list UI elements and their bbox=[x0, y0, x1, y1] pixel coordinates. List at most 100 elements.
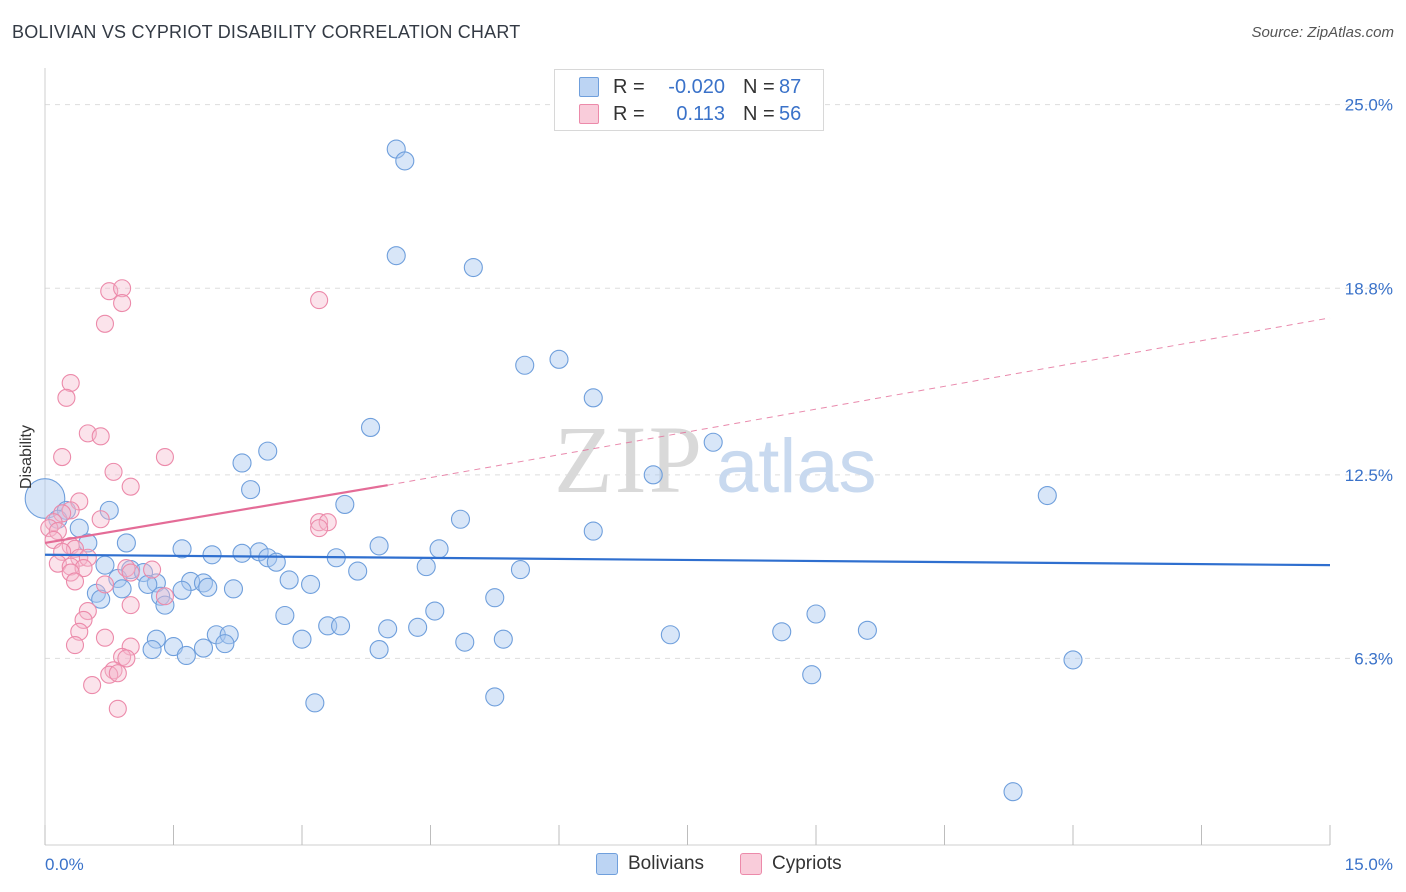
x-tick-label: 15.0% bbox=[1345, 855, 1393, 874]
cypriot-point bbox=[57, 388, 76, 407]
cypriot-point bbox=[65, 572, 85, 591]
bolivian-point bbox=[215, 634, 235, 654]
bolivian-point bbox=[1037, 486, 1057, 506]
bolivian-point bbox=[485, 687, 505, 707]
bolivian-point bbox=[450, 509, 471, 529]
bolivians-legend-swatch bbox=[596, 853, 618, 875]
bolivian-point bbox=[703, 432, 723, 452]
bolivian-point bbox=[515, 355, 535, 375]
r-label: R = bbox=[613, 75, 645, 98]
bolivian-point bbox=[275, 605, 295, 626]
bolivian-point bbox=[416, 557, 436, 577]
bolivian-point bbox=[369, 536, 389, 556]
tick-label-layer: 6.3% 12.5% 18.8% 25.0% 0.0% 15.0% bbox=[45, 96, 1393, 874]
bolivian-point bbox=[172, 539, 192, 559]
bolivian-point bbox=[172, 580, 192, 600]
bolivian-point bbox=[425, 601, 445, 621]
bolivian-point bbox=[802, 665, 822, 685]
bolivian-point bbox=[463, 257, 483, 278]
cypriot-point bbox=[143, 560, 162, 579]
bolivian-point bbox=[772, 622, 792, 642]
bolivian-point bbox=[806, 604, 826, 624]
bolivian-point bbox=[360, 417, 381, 437]
cypriot-point bbox=[78, 602, 97, 621]
cypriot-point bbox=[65, 636, 85, 655]
y-tick-label: 25.0% bbox=[1345, 96, 1393, 115]
bolivian-point bbox=[549, 349, 569, 369]
trend-layer bbox=[44, 317, 1331, 567]
cypriot-point bbox=[74, 610, 93, 629]
watermark-atlas: atlas bbox=[716, 424, 877, 509]
bolivian-point bbox=[258, 441, 278, 461]
cypriot-point bbox=[108, 664, 127, 683]
bolivian-point bbox=[232, 543, 252, 563]
cypriot-point bbox=[48, 522, 67, 541]
stats-legend: R = -0.020 N = 87 R = 0.113 N = 56 bbox=[554, 69, 824, 131]
cypriots-legend-swatch bbox=[740, 853, 762, 875]
bolivian-point bbox=[95, 555, 115, 575]
bolivian-point bbox=[151, 586, 171, 606]
cypriot-point bbox=[121, 596, 140, 615]
bolivian-point bbox=[232, 453, 252, 473]
chart-title: BOLIVIAN VS CYPRIOT DISABILITY CORRELATI… bbox=[12, 22, 521, 42]
bolivian-point bbox=[1063, 650, 1083, 670]
cypriots-trend-extension bbox=[387, 317, 1331, 486]
n-label: N = bbox=[743, 75, 775, 98]
bottom-legend-bolivians[interactable]: Bolivians bbox=[596, 852, 704, 876]
bolivian-point bbox=[219, 625, 239, 645]
y-axis-label: Disability bbox=[18, 424, 35, 490]
cypriots-r-value: 0.113 bbox=[676, 102, 725, 125]
x-tick-label: 0.0% bbox=[45, 855, 84, 874]
cypriot-point bbox=[61, 563, 80, 582]
cypriot-point bbox=[95, 575, 115, 594]
cypriot-point bbox=[310, 519, 329, 538]
bolivians-swatch bbox=[579, 77, 599, 97]
bolivian-point bbox=[378, 619, 398, 639]
cypriots-swatch bbox=[579, 104, 599, 124]
bottom-legend-cypriots[interactable]: Cypriots bbox=[740, 852, 842, 876]
bolivian-point bbox=[279, 570, 299, 590]
bolivian-point bbox=[116, 533, 136, 553]
bolivian-point bbox=[386, 246, 406, 266]
cypriot-point bbox=[70, 622, 89, 641]
bolivian-point bbox=[198, 577, 218, 597]
watermark-zip: ZIP bbox=[554, 406, 704, 513]
bolivian-point bbox=[292, 629, 312, 649]
cypriot-point bbox=[104, 462, 123, 481]
bolivian-point bbox=[455, 632, 475, 652]
bolivian-point bbox=[335, 494, 355, 514]
bolivian-point bbox=[408, 617, 428, 637]
bolivian-point bbox=[583, 521, 603, 541]
axis-layer bbox=[44, 68, 1331, 846]
bolivian-point bbox=[138, 574, 158, 594]
cypriot-point bbox=[91, 427, 110, 446]
bolivian-point bbox=[660, 625, 680, 645]
bolivian-point bbox=[643, 465, 663, 485]
cypriot-point bbox=[95, 628, 115, 647]
bolivian-point bbox=[193, 638, 214, 658]
grid-layer bbox=[45, 104, 1395, 659]
bolivian-point bbox=[348, 561, 368, 581]
bolivian-point bbox=[330, 616, 351, 636]
bolivians-trend-line bbox=[44, 553, 1331, 567]
bolivian-point bbox=[429, 539, 449, 559]
cypriot-point bbox=[113, 279, 132, 298]
bolivian-point bbox=[369, 639, 389, 660]
bolivians-legend-label: Bolivians bbox=[628, 853, 705, 874]
source-note: Source: ZipAtlas.com bbox=[1251, 24, 1394, 41]
cypriot-point bbox=[78, 548, 97, 567]
y-tick-label: 12.5% bbox=[1345, 466, 1393, 485]
bolivian-point bbox=[305, 693, 325, 713]
cypriot-point bbox=[53, 542, 72, 561]
bolivian-point bbox=[146, 629, 166, 649]
cypriot-point bbox=[61, 373, 80, 393]
bolivian-point bbox=[176, 645, 196, 666]
bolivians-points bbox=[24, 139, 1083, 802]
cypriot-point bbox=[83, 676, 102, 695]
cypriots-points bbox=[40, 279, 337, 718]
legend-row-cypriots: R = 0.113 N = 56 bbox=[579, 102, 801, 126]
bolivian-point bbox=[510, 560, 531, 580]
bolivian-point bbox=[493, 629, 513, 649]
cypriots-n-value: 56 bbox=[779, 102, 802, 125]
bolivian-point bbox=[857, 620, 877, 640]
